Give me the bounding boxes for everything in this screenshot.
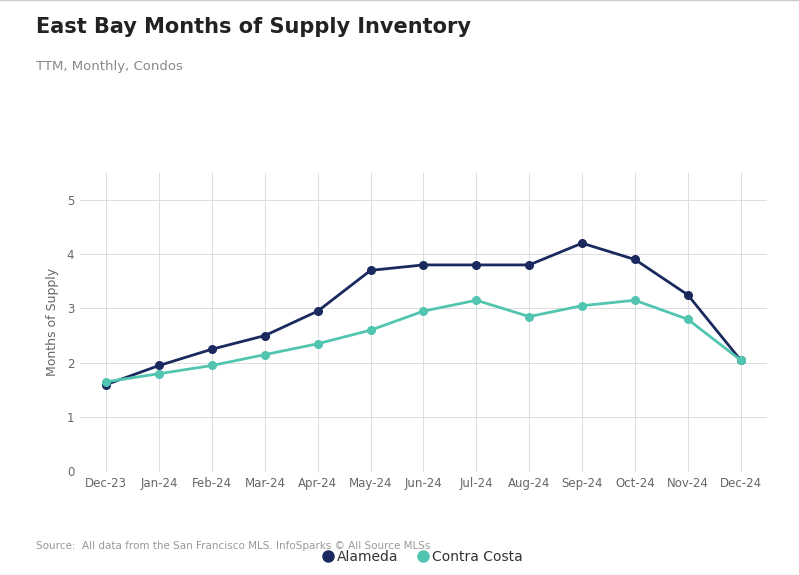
Alameda [471, 262, 481, 269]
Contra Costa [524, 313, 534, 320]
Contra Costa [313, 340, 323, 347]
Alameda [366, 267, 376, 274]
Legend: Alameda, Contra Costa: Alameda, Contra Costa [319, 544, 528, 569]
Alameda [207, 346, 217, 352]
Contra Costa [101, 378, 111, 385]
Alameda [101, 381, 111, 388]
Contra Costa [260, 351, 270, 358]
Contra Costa [419, 308, 428, 315]
Alameda [683, 292, 693, 298]
Line: Contra Costa: Contra Costa [102, 297, 745, 386]
Alameda [313, 308, 323, 315]
Contra Costa [683, 316, 693, 323]
Contra Costa [207, 362, 217, 369]
Alameda [419, 262, 428, 269]
Alameda [577, 240, 586, 247]
Alameda [736, 356, 745, 363]
Alameda [524, 262, 534, 269]
Y-axis label: Months of Supply: Months of Supply [46, 268, 58, 376]
Contra Costa [630, 297, 640, 304]
Line: Alameda: Alameda [102, 239, 745, 388]
Contra Costa [471, 297, 481, 304]
Text: East Bay Months of Supply Inventory: East Bay Months of Supply Inventory [36, 17, 471, 37]
Contra Costa [736, 356, 745, 363]
Contra Costa [366, 327, 376, 334]
Alameda [154, 362, 164, 369]
Text: Source:  All data from the San Francisco MLS. InfoSparks © All Source MLSs: Source: All data from the San Francisco … [36, 541, 431, 551]
Alameda [630, 256, 640, 263]
Text: TTM, Monthly, Condos: TTM, Monthly, Condos [36, 60, 183, 74]
Contra Costa [154, 370, 164, 377]
Alameda [260, 332, 270, 339]
Contra Costa [577, 302, 586, 309]
